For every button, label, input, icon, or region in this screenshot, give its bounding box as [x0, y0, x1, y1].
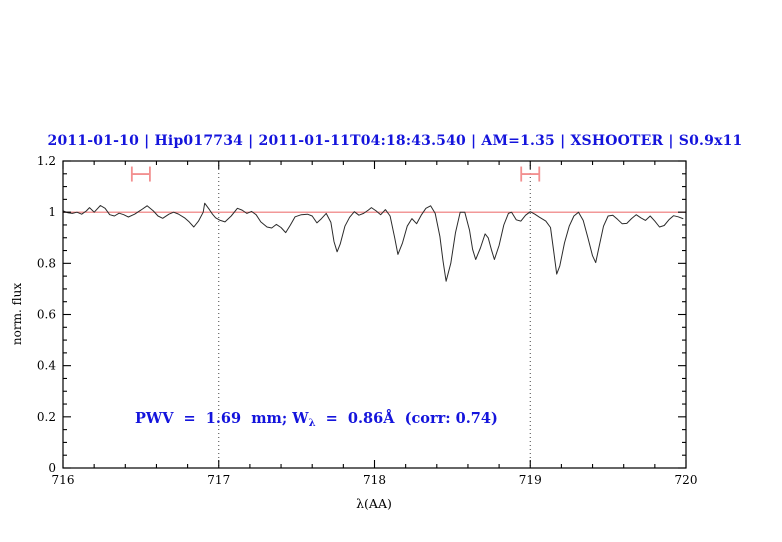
x-tick-label: 716: [52, 473, 75, 487]
axis-ticks: [62, 160, 687, 469]
pwv-annotation: PWV = 1.69 mm; Wλ = 0.86Å (corr: 0.74): [135, 410, 498, 429]
y-tick-label: 0.4: [37, 359, 56, 373]
band-marker: [520, 166, 541, 182]
y-tick-label: 0: [48, 461, 56, 475]
x-axis-title: λ(AA): [356, 496, 392, 511]
y-tick-label: 0.2: [37, 410, 56, 424]
axis-tick-labels: 716 717 718 719 720 0 0.2 0.4 0.6 0.8 1 1.2: [37, 154, 698, 487]
x-tick-label: 718: [363, 473, 386, 487]
x-tick-label: 720: [675, 473, 698, 487]
x-tick-label: 717: [207, 473, 230, 487]
pwv-annotation-part2: = 0.86Å (corr: 0.74): [315, 410, 498, 427]
y-tick-label: 1.2: [37, 154, 56, 168]
y-axis-title: norm. flux: [10, 282, 24, 346]
y-tick-label: 0.6: [37, 308, 56, 322]
x-tick-label: 719: [519, 473, 542, 487]
y-tick-label: 1: [48, 205, 56, 219]
y-tick-label: 0.8: [37, 256, 56, 270]
pwv-annotation-part1: PWV = 1.69 mm; W: [135, 410, 309, 427]
plot-title: 2011-01-10 | Hip017734 | 2011-01-11T04:1…: [47, 133, 743, 149]
band-marker: [130, 166, 151, 182]
pwv-annotation-lambda-subscript: λ: [308, 418, 316, 429]
spectrum-line: [62, 202, 684, 282]
